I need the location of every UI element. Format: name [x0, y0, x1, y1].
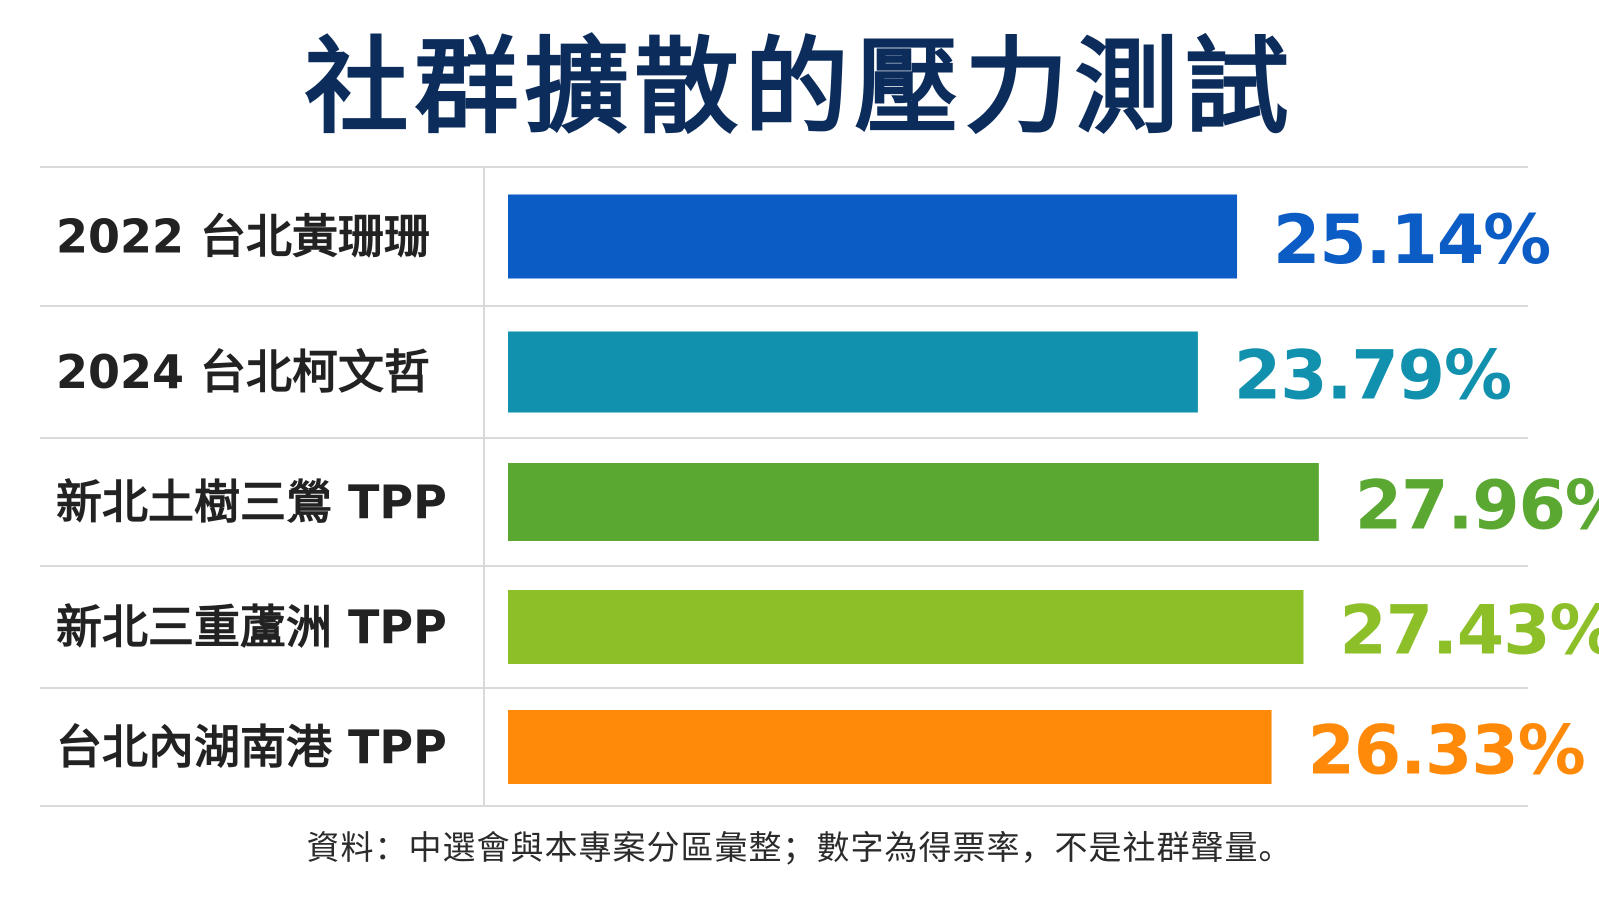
category-label: 新北土樹三鶯 TPP — [56, 475, 447, 529]
chart-row: 新北三重蘆洲 TPP 27.43% — [56, 590, 1599, 671]
value-label: 23.79% — [1234, 337, 1511, 416]
bar — [508, 194, 1238, 279]
bar — [508, 463, 1319, 541]
chart-row: 台北內湖南港 TPP 26.33% — [56, 710, 1586, 791]
value-label: 27.96% — [1355, 467, 1599, 546]
category-label: 2022 台北黃珊珊 — [56, 210, 430, 264]
value-label: 27.43% — [1339, 592, 1599, 671]
source-note: 資料：中選會與本專案分區彙整；數字為得票率，不是社群聲量。 — [306, 828, 1293, 867]
category-label: 2024 台北柯文哲 — [56, 345, 430, 399]
bar — [508, 710, 1272, 784]
chart-row: 2024 台北柯文哲 23.79% — [56, 331, 1512, 416]
category-label: 新北三重蘆洲 TPP — [56, 600, 447, 654]
value-label: 26.33% — [1308, 712, 1585, 791]
category-label: 台北內湖南港 TPP — [56, 720, 447, 774]
chart-rows: 2022 台北黃珊珊 25.14% 2024 台北柯文哲 23.79% 新北土樹三鶯 T… — [56, 194, 1599, 791]
chart-row: 新北土樹三鶯 TPP 27.96% — [56, 463, 1599, 546]
chart-frame — [40, 166, 1528, 807]
bar — [508, 590, 1304, 664]
chart-row: 2022 台北黃珊珊 25.14% — [56, 194, 1551, 280]
page-title: 社群擴散的壓力測試 — [304, 26, 1295, 148]
value-label: 25.14% — [1273, 201, 1550, 280]
bar — [508, 331, 1198, 413]
